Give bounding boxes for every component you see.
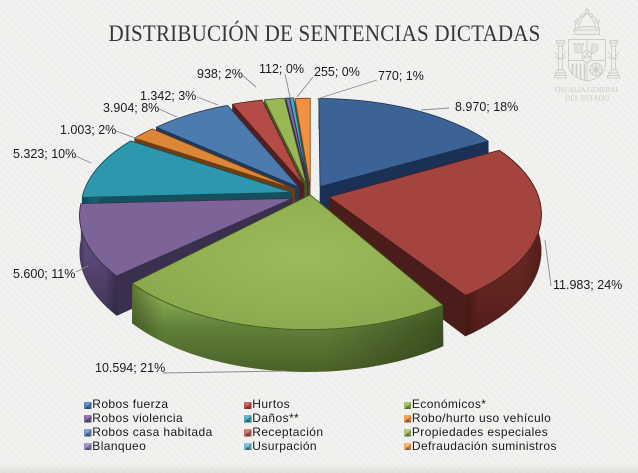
svg-text:FISCALÍA GENERAL: FISCALÍA GENERAL	[555, 84, 620, 94]
svg-text:DEL ESTADO: DEL ESTADO	[565, 94, 610, 103]
